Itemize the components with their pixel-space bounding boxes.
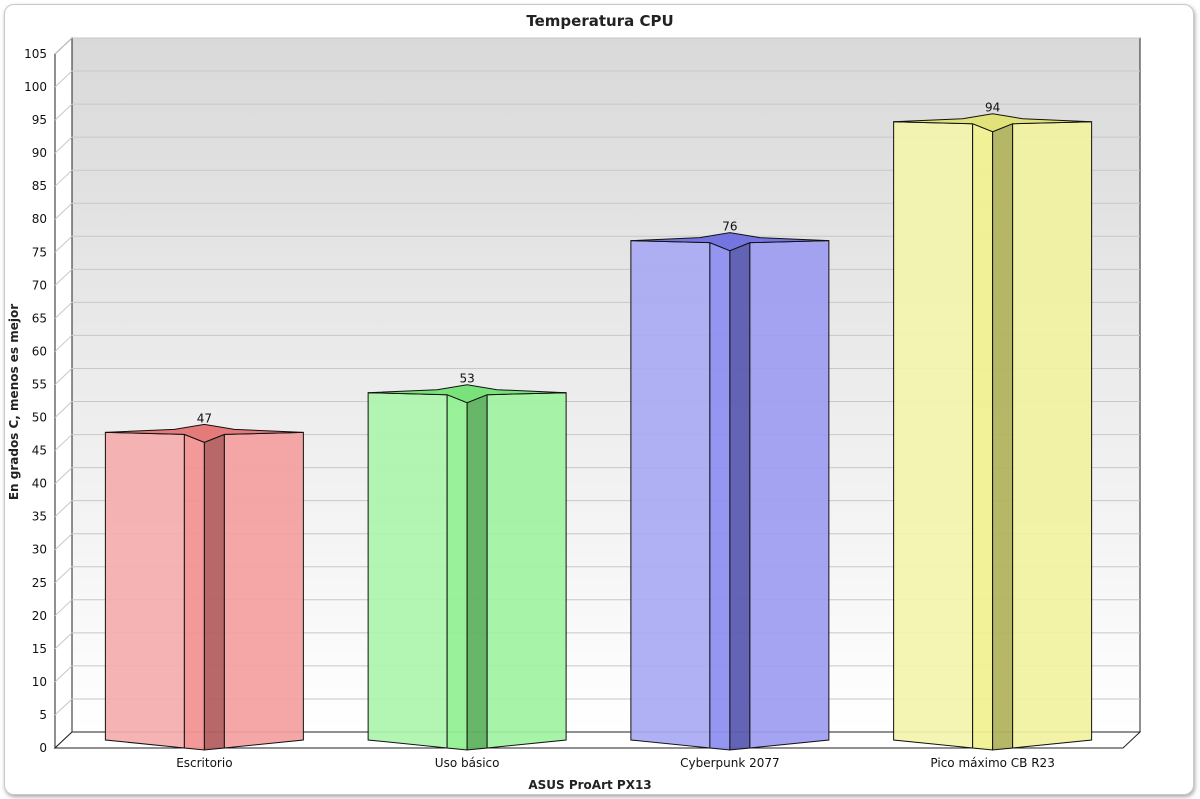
bar-cap	[893, 113, 1092, 133]
gridline-side	[54, 235, 73, 253]
y-tick-label: 45	[32, 444, 47, 458]
bar-face-inner-right	[466, 393, 488, 751]
y-tick-label: 100	[24, 80, 47, 94]
gridline-side	[54, 103, 73, 121]
y-tick-label: 35	[32, 510, 47, 524]
bar-face-left	[104, 431, 185, 749]
bar	[104, 423, 304, 751]
y-tick-label: 10	[32, 675, 47, 689]
y-tick-label: 85	[32, 179, 47, 193]
x-tick-label: Pico máximo CB R23	[930, 756, 1054, 770]
bar-face-right	[486, 392, 567, 749]
data-label: 76	[722, 220, 737, 234]
bar	[367, 384, 567, 751]
chart-title: Temperatura CPU	[526, 12, 673, 30]
x-tick-labels: Escritorio Uso básico Cyberpunk 2077 Pico m…	[176, 756, 1055, 770]
y-ticks: 0 5 10 15 20 25 30 35 40 45 50 55 60 65 70 75 80 85 90 95 10…	[24, 47, 47, 755]
gridline-side	[54, 335, 73, 352]
bar-face-inner-left	[709, 241, 731, 751]
bar-cap	[368, 384, 567, 404]
gridline-side	[54, 268, 73, 286]
bar	[893, 113, 1093, 751]
gridline-side	[54, 302, 73, 319]
gridline-side	[54, 632, 73, 650]
floor	[53, 731, 1142, 749]
bar-face-inner-left	[446, 393, 468, 751]
y-tick-label: 75	[32, 245, 47, 259]
gridline-side	[54, 665, 73, 683]
bar-face-left	[630, 240, 711, 749]
y-tick-label: 70	[32, 278, 47, 292]
x-tick-label: Cyberpunk 2077	[680, 756, 780, 770]
gridline-side	[54, 500, 73, 518]
y-axis-label: En grados C, menos es mejor	[7, 304, 21, 500]
gridline-side	[54, 533, 73, 551]
gridline-side	[54, 368, 73, 385]
y-tick-label: 60	[32, 344, 47, 358]
y-tick-label: 15	[32, 642, 47, 656]
bar-face-left	[893, 121, 974, 749]
gridline-side	[54, 401, 73, 418]
bar-face-inner-left	[972, 122, 994, 751]
y-tick-label: 55	[32, 377, 47, 391]
gridline-side	[54, 136, 73, 154]
gridline-side	[54, 599, 73, 617]
gridline-side	[54, 467, 73, 484]
y-tick-label: 105	[24, 47, 47, 61]
bar-face-inner-right	[992, 122, 1014, 751]
bar-face-right	[749, 240, 830, 749]
data-labels: 47 53 76 94	[197, 101, 1001, 426]
bar-face-left	[367, 392, 448, 749]
bar-face-inner-right	[203, 433, 225, 751]
gridline-side	[54, 566, 73, 584]
gridline-side	[54, 37, 73, 55]
y-tick-label: 30	[32, 543, 47, 557]
y-tick-label: 65	[32, 311, 47, 325]
bar-cap	[105, 423, 304, 443]
y-tick-label: 40	[32, 477, 47, 491]
bar-cap	[630, 232, 829, 252]
bars	[104, 113, 1093, 751]
bar-face-inner-left	[183, 433, 205, 751]
x-axis-label: ASUS ProArt PX13	[528, 778, 651, 792]
gridline-side	[54, 698, 73, 716]
y-tick-label: 20	[32, 609, 47, 623]
data-label: 47	[197, 411, 212, 425]
y-tick-label: 25	[32, 576, 47, 590]
gridline-side	[54, 70, 73, 88]
y-tick-label: 95	[32, 113, 47, 127]
gridline-side	[54, 434, 73, 451]
gridline-side	[54, 169, 73, 187]
y-tick-label: 0	[39, 741, 47, 755]
y-tick-label: 5	[39, 708, 47, 722]
bar	[630, 232, 830, 751]
data-label: 53	[459, 372, 474, 386]
x-tick-label: Uso básico	[435, 756, 500, 770]
bar-face-right	[1012, 121, 1093, 749]
y-tick-label: 50	[32, 411, 47, 425]
bar-face-inner-right	[729, 241, 751, 751]
data-label: 94	[985, 101, 1000, 115]
y-tick-label: 90	[32, 146, 47, 160]
bar-face-right	[223, 431, 304, 749]
gridline-side	[54, 202, 73, 220]
x-tick-label: Escritorio	[176, 756, 232, 770]
y-tick-label: 80	[32, 212, 47, 226]
